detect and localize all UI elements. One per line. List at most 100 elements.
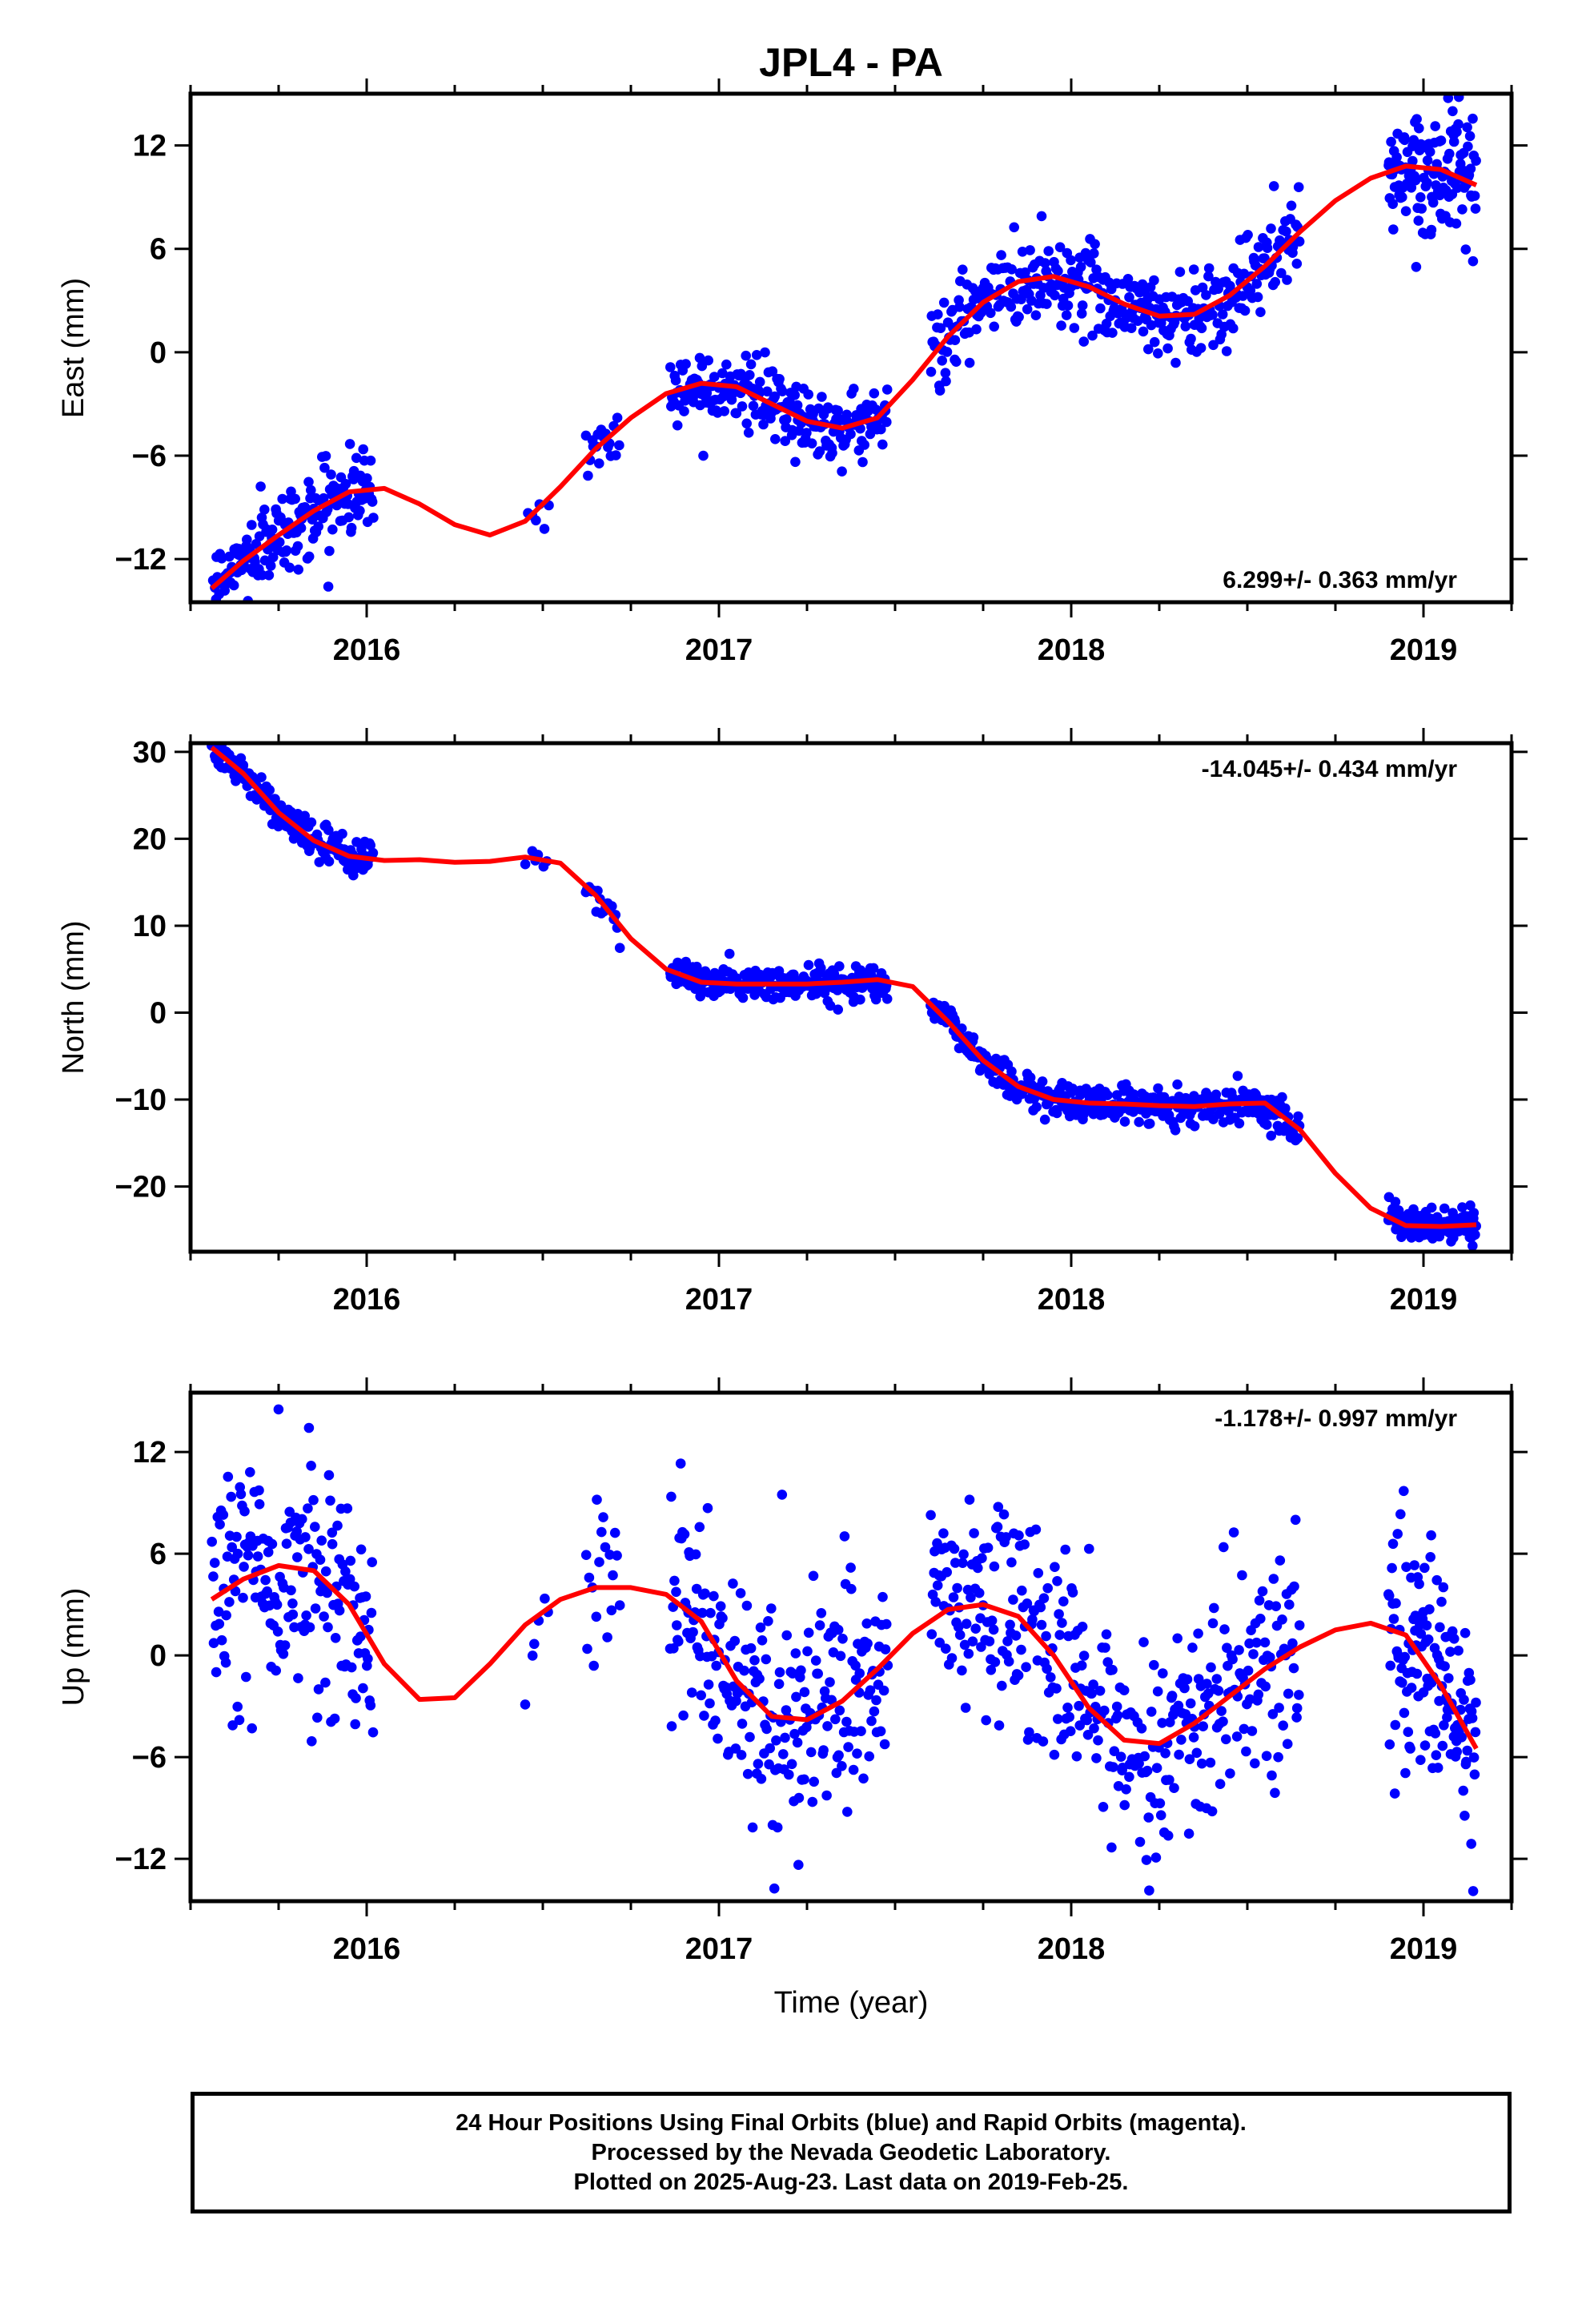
- data-point: [1468, 1240, 1478, 1251]
- data-point: [1093, 1735, 1103, 1746]
- data-point: [303, 1503, 313, 1514]
- data-point: [1174, 267, 1186, 277]
- data-point: [755, 1622, 766, 1633]
- data-point: [747, 1822, 758, 1833]
- data-point: [837, 466, 847, 476]
- data-point: [1124, 292, 1134, 303]
- data-point: [1119, 1799, 1130, 1811]
- data-point: [273, 1404, 284, 1415]
- data-layer: [207, 1404, 1481, 1896]
- data-point: [1009, 222, 1019, 233]
- footer-line-processed: Processed by the Nevada Geodetic Laborat…: [591, 2139, 1111, 2165]
- data-point: [1465, 1675, 1476, 1685]
- data-point: [1470, 1727, 1481, 1738]
- panel-east: 2016 2017 2018 2019 −12 −6 0 6 12 East (mm) 6.299+…: [57, 78, 1528, 667]
- data-point: [350, 1719, 361, 1730]
- rate-label-east: 6.299+/- 0.363 mm/yr: [1223, 567, 1457, 593]
- data-point: [1424, 147, 1435, 157]
- data-point: [842, 1807, 853, 1817]
- data-point: [745, 1642, 757, 1654]
- data-point: [698, 450, 709, 461]
- data-point: [292, 1552, 303, 1562]
- data-point: [231, 1531, 242, 1542]
- data-point: [1461, 1756, 1472, 1767]
- data-point: [709, 372, 720, 382]
- data-point: [612, 1550, 622, 1561]
- data-point: [789, 1728, 800, 1739]
- panel-up: 2016 2017 2018 2019 −12 −6 0 6 12 Up (mm) -1.178+/…: [57, 1377, 1528, 1966]
- data-point: [582, 1643, 592, 1655]
- data-point: [1282, 1739, 1293, 1749]
- data-point: [1143, 344, 1154, 355]
- data-point: [934, 385, 946, 396]
- data-point: [729, 1635, 741, 1647]
- data-point: [846, 1583, 857, 1594]
- data-point: [681, 956, 691, 967]
- plot-background: [191, 94, 1512, 602]
- data-point: [598, 1512, 608, 1522]
- data-point: [1090, 239, 1100, 250]
- data-point: [323, 1470, 335, 1481]
- data-point: [1208, 340, 1219, 351]
- data-point: [322, 1587, 332, 1598]
- data-point: [1102, 1090, 1113, 1100]
- data-point: [583, 470, 593, 481]
- data-point: [833, 1624, 844, 1635]
- data-point: [678, 1710, 689, 1721]
- data-point: [1201, 290, 1211, 300]
- data-point: [827, 448, 837, 458]
- data-point: [1193, 1628, 1203, 1639]
- data-point: [355, 1631, 366, 1642]
- data-point: [281, 545, 292, 556]
- data-point: [957, 1665, 967, 1676]
- data-point: [1206, 1662, 1216, 1673]
- data-point: [287, 1598, 298, 1609]
- data-point: [306, 485, 316, 496]
- data-point: [1453, 119, 1464, 130]
- data-point: [1270, 276, 1280, 287]
- data-point: [319, 462, 330, 473]
- data-point: [875, 1726, 886, 1737]
- data-point: [765, 1743, 775, 1754]
- data-point: [1107, 328, 1118, 338]
- data-point: [221, 1610, 231, 1621]
- data-point: [1138, 326, 1149, 337]
- data-point: [297, 1514, 307, 1525]
- data-point: [1459, 1695, 1469, 1705]
- y-axis-label-east: East (mm): [57, 278, 90, 418]
- data-point: [1137, 279, 1148, 290]
- data-point: [323, 856, 335, 866]
- data-point: [968, 1032, 979, 1043]
- data-point: [1112, 1710, 1123, 1721]
- data-point: [216, 639, 227, 649]
- x-tick-label: 2019: [1390, 1932, 1458, 1966]
- y-tick-label: −10: [115, 1084, 167, 1117]
- data-point: [796, 1665, 806, 1676]
- data-point: [1389, 1788, 1400, 1799]
- data-point: [1207, 1806, 1218, 1817]
- data-point: [1197, 282, 1208, 293]
- data-point: [1043, 246, 1054, 256]
- data-point: [1218, 1716, 1228, 1727]
- data-point: [1006, 1066, 1017, 1077]
- data-point: [1451, 218, 1462, 229]
- data-point: [1390, 1196, 1401, 1208]
- data-point: [1385, 1660, 1395, 1671]
- data-point: [279, 1640, 291, 1651]
- data-point: [1400, 206, 1411, 217]
- data-point: [942, 347, 953, 357]
- data-point: [792, 400, 803, 411]
- data-point: [771, 1735, 781, 1746]
- data-point: [1173, 1700, 1184, 1711]
- footer-line-plotted: Plotted on 2025-Aug-23. Last data on 201…: [573, 2169, 1129, 2195]
- data-point: [1470, 1229, 1480, 1240]
- data-point: [1182, 1674, 1193, 1685]
- data-point: [1403, 1727, 1414, 1737]
- data-point: [1022, 1735, 1034, 1745]
- data-point: [1414, 1578, 1424, 1590]
- data-point: [700, 1588, 710, 1599]
- data-point: [741, 350, 751, 361]
- data-point: [790, 456, 801, 468]
- data-point: [881, 384, 893, 395]
- x-tick-label: 2016: [333, 1932, 401, 1966]
